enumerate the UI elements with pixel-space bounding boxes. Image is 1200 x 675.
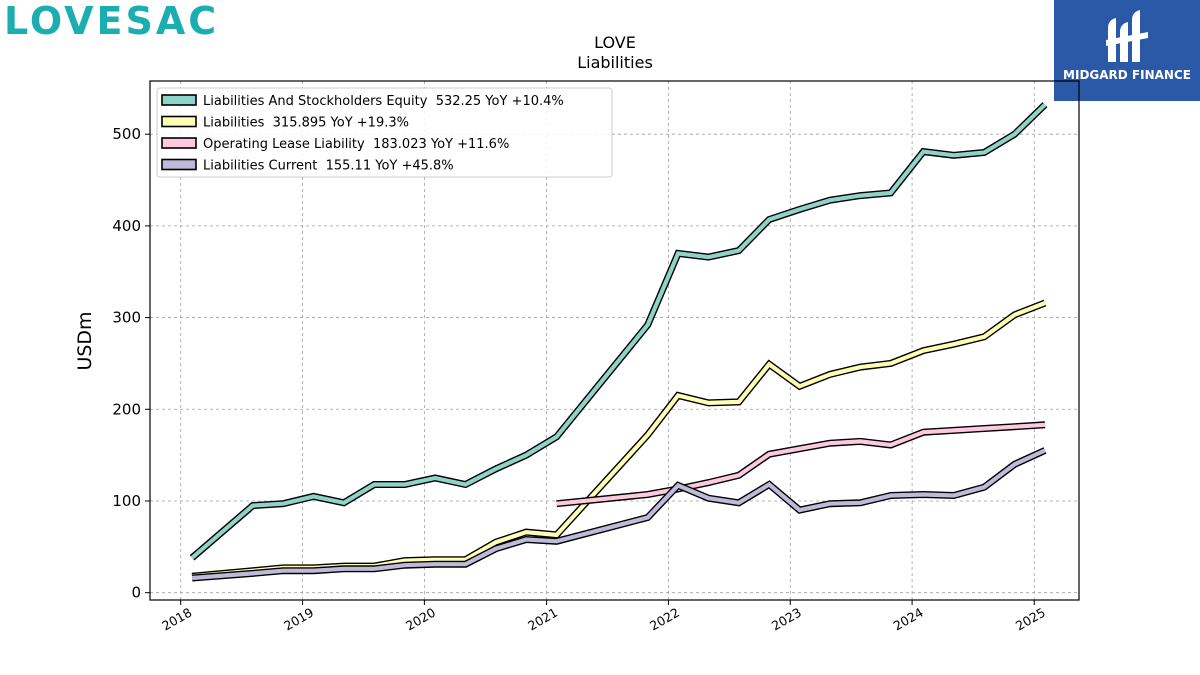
y-axis-label: USDm: [74, 311, 96, 370]
legend: Liabilities And Stockholders Equity 532.…: [156, 87, 613, 178]
y-tick-label: 300: [112, 309, 141, 327]
legend-box: [156, 87, 613, 178]
legend-label-3: Operating Lease Liability 183.023 YoY +1…: [203, 137, 509, 152]
plot-frame: [149, 80, 1080, 601]
midgard-mark-icon: [1106, 10, 1148, 62]
x-tick-label: 2022: [647, 605, 682, 634]
chart-title: LOVE: [594, 33, 636, 52]
series-outline-2: [191, 299, 1047, 580]
legend-swatch-3: [161, 137, 197, 149]
y-tick-label: 200: [112, 400, 141, 418]
x-tick-label: 2018: [159, 605, 194, 634]
series-line-1: [190, 103, 1047, 560]
lovesac-logo: LOVESAC: [4, 0, 220, 43]
legend-label-4: Liabilities Current 155.11 YoY +45.8%: [203, 159, 454, 174]
legend-swatch-1: [161, 94, 197, 106]
x-tick-label: 2024: [891, 605, 926, 634]
series-line-4: [191, 448, 1046, 581]
chart-subtitle: Liabilities: [577, 53, 653, 72]
x-tick-label: 2025: [1013, 605, 1048, 634]
grid: [150, 81, 1079, 600]
midgard-finance-label: MIDGARD FINANCE: [1063, 68, 1191, 82]
midgard-finance-logo: MIDGARD FINANCE: [1054, 0, 1200, 101]
x-tick-label: 2019: [281, 605, 316, 634]
y-tick-label: 500: [112, 125, 141, 143]
legend-swatch-4: [161, 158, 197, 171]
legend-label-2: Liabilities 315.895 YoY +19.3%: [203, 116, 409, 131]
x-tick-label: 2023: [769, 605, 804, 634]
x-tick-label: 2020: [403, 605, 438, 634]
legend-swatch-2: [161, 115, 197, 128]
y-tick-label: 100: [112, 492, 141, 510]
series-layer: [189, 102, 1048, 582]
y-tick-label: 0: [131, 584, 141, 602]
axes: 0 100 200 300 400 500 2018 2019 2020 2021 2022 2023…: [112, 125, 1048, 633]
legend-label-1: Liabilities And Stockholders Equity 532.…: [203, 94, 564, 109]
series-line-2: [191, 301, 1046, 579]
y-tick-label: 400: [112, 217, 141, 235]
x-tick-label: 2021: [525, 605, 560, 634]
